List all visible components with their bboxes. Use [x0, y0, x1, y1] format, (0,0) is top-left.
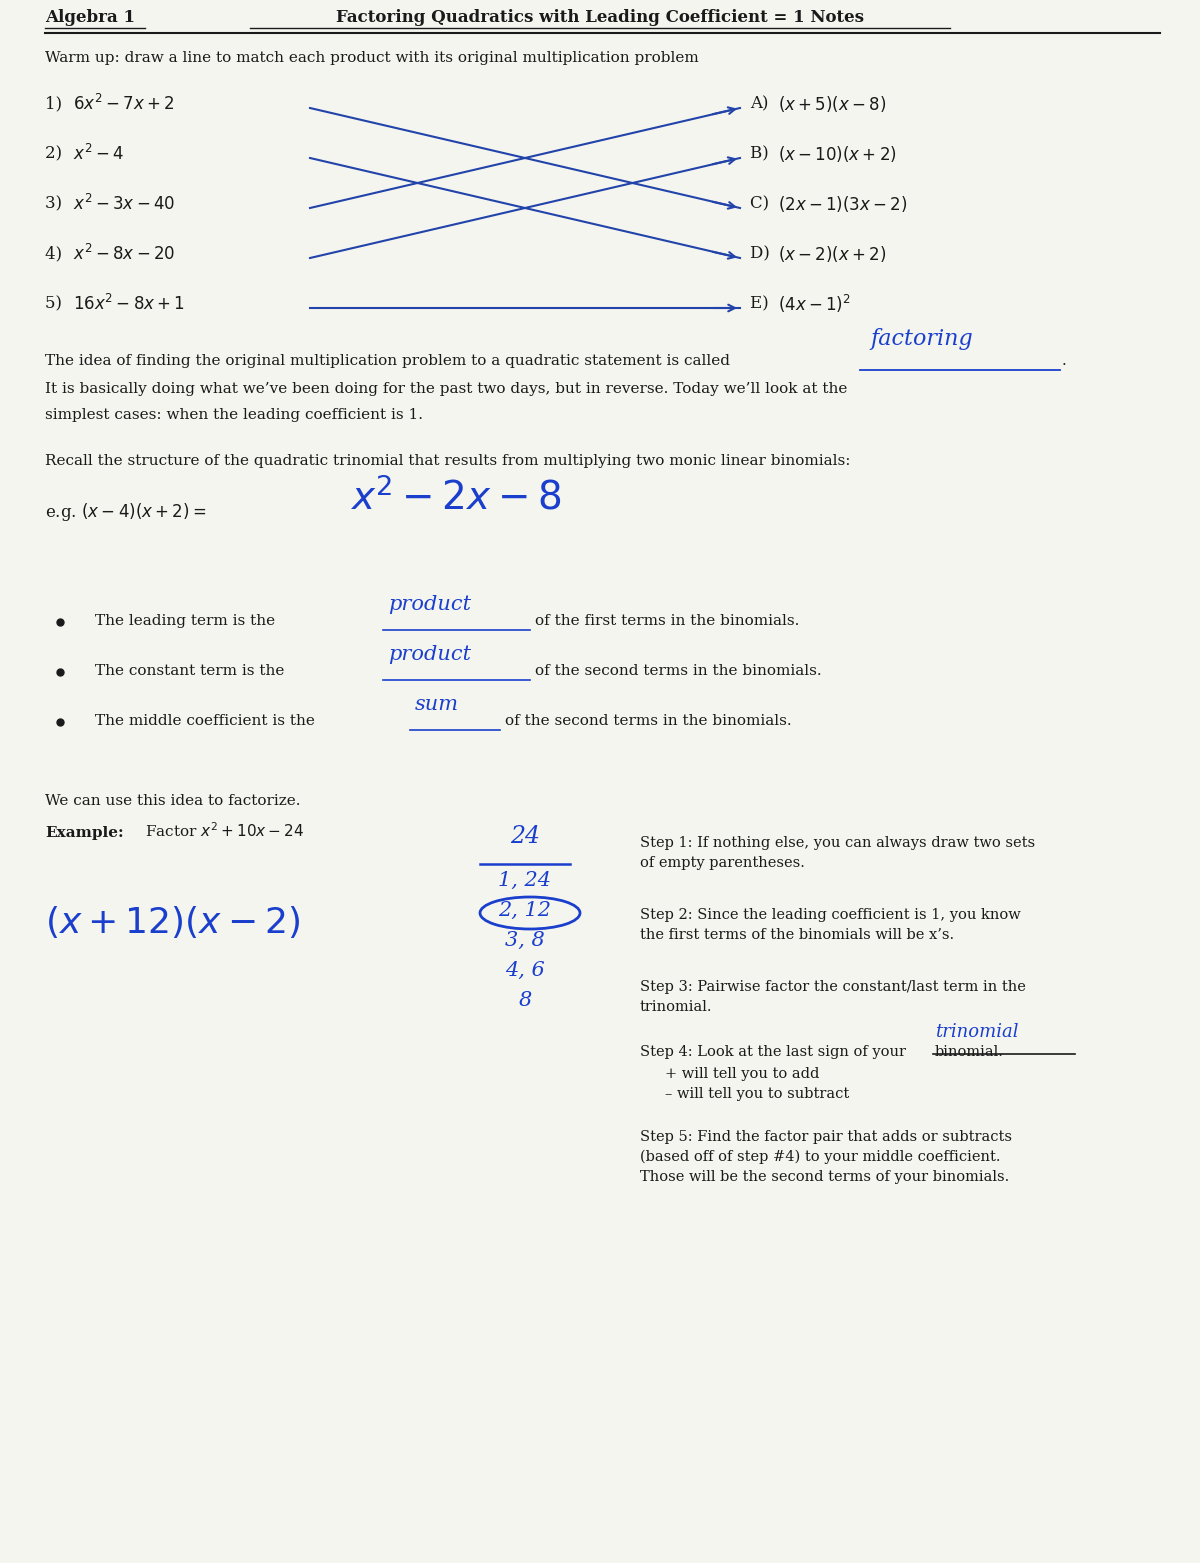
Text: $(4x-1)^2$: $(4x-1)^2$ [778, 292, 851, 316]
Text: 5): 5) [46, 295, 67, 313]
Text: 4, 6: 4, 6 [505, 961, 545, 980]
Text: Factoring Quadratics with Leading Coefficient = 1 Notes: Factoring Quadratics with Leading Coeffi… [336, 9, 864, 27]
Text: $(x-10)(x+2)$: $(x-10)(x+2)$ [778, 144, 896, 164]
Text: 3, 8: 3, 8 [505, 932, 545, 950]
Text: + will tell you to add: + will tell you to add [665, 1068, 820, 1082]
Text: $(x-2)(x+2)$: $(x-2)(x+2)$ [778, 244, 886, 264]
Text: Step 4: Look at the last sign of your: Step 4: Look at the last sign of your [640, 1046, 906, 1060]
Text: Step 5: Find the factor pair that adds or subtracts: Step 5: Find the factor pair that adds o… [640, 1130, 1012, 1144]
Text: 24: 24 [510, 825, 540, 849]
Text: e.g. $(x-4)(x+2)=$: e.g. $(x-4)(x+2)=$ [46, 502, 206, 524]
Text: trinomial: trinomial [935, 1024, 1019, 1041]
Text: $16x^2-8x+1$: $16x^2-8x+1$ [73, 294, 185, 314]
Text: product: product [388, 596, 470, 614]
Text: The leading term is the: The leading term is the [95, 614, 275, 628]
Text: Step 3: Pairwise factor the constant/last term in the: Step 3: Pairwise factor the constant/las… [640, 980, 1026, 994]
Text: Step 2: Since the leading coefficient is 1, you know: Step 2: Since the leading coefficient is… [640, 908, 1021, 922]
Text: C): C) [750, 195, 774, 213]
Text: $x^2-8x-20$: $x^2-8x-20$ [73, 244, 175, 264]
Text: 4): 4) [46, 245, 67, 263]
Text: D): D) [750, 245, 775, 263]
Text: 1): 1) [46, 95, 67, 113]
Text: product: product [388, 646, 470, 664]
Text: Algebra 1: Algebra 1 [46, 9, 134, 27]
Text: Those will be the second terms of your binomials.: Those will be the second terms of your b… [640, 1171, 1009, 1185]
Text: of the second terms in the binomials.: of the second terms in the binomials. [535, 664, 822, 678]
Text: factoring: factoring [870, 328, 973, 350]
Text: the first terms of the binomials will be x’s.: the first terms of the binomials will be… [640, 928, 954, 942]
Text: trinomial.: trinomial. [640, 1000, 713, 1014]
Text: $x^2-4$: $x^2-4$ [73, 144, 124, 164]
Text: $x^2 - 2x - 8$: $x^2 - 2x - 8$ [350, 478, 562, 517]
Text: The constant term is the: The constant term is the [95, 664, 284, 678]
Text: binomial.: binomial. [935, 1046, 1004, 1060]
Text: simplest cases: when the leading coefficient is 1.: simplest cases: when the leading coeffic… [46, 408, 424, 422]
Text: 8: 8 [518, 991, 532, 1010]
Text: Step 1: If nothing else, you can always draw two sets: Step 1: If nothing else, you can always … [640, 836, 1036, 850]
Text: It is basically doing what we’ve been doing for the past two days, but in revers: It is basically doing what we’ve been do… [46, 381, 847, 395]
Text: of the first terms in the binomials.: of the first terms in the binomials. [535, 614, 799, 628]
Text: sum: sum [415, 696, 458, 714]
Text: The idea of finding the original multiplication problem to a quadratic statement: The idea of finding the original multipl… [46, 353, 730, 367]
Text: Factor $x^2+10x-24$: Factor $x^2+10x-24$ [145, 821, 304, 839]
Text: 3): 3) [46, 195, 67, 213]
Text: – will tell you to subtract: – will tell you to subtract [665, 1086, 850, 1100]
Text: The middle coefficient is the: The middle coefficient is the [95, 714, 314, 728]
Text: $6x^2-7x+2$: $6x^2-7x+2$ [73, 94, 174, 114]
Text: 2): 2) [46, 145, 67, 163]
Text: .: . [1062, 353, 1067, 367]
Text: B): B) [750, 145, 774, 163]
Text: 1, 24: 1, 24 [498, 871, 552, 889]
Text: (based off of step #4) to your middle coefficient.: (based off of step #4) to your middle co… [640, 1150, 1001, 1164]
Text: $(x+12)(x-2)$: $(x+12)(x-2)$ [46, 903, 301, 939]
Text: of the second terms in the binomials.: of the second terms in the binomials. [505, 714, 792, 728]
Text: Recall the structure of the quadratic trinomial that results from multiplying tw: Recall the structure of the quadratic tr… [46, 453, 851, 467]
Text: of empty parentheses.: of empty parentheses. [640, 857, 805, 871]
Text: $(x+5)(x-8)$: $(x+5)(x-8)$ [778, 94, 886, 114]
Text: $(2x-1)(3x-2)$: $(2x-1)(3x-2)$ [778, 194, 907, 214]
Text: Example:: Example: [46, 825, 124, 839]
Text: A): A) [750, 95, 774, 113]
Text: Warm up: draw a line to match each product with its original multiplication prob: Warm up: draw a line to match each produ… [46, 52, 698, 66]
Text: $x^2-3x-40$: $x^2-3x-40$ [73, 194, 175, 214]
Text: E): E) [750, 295, 774, 313]
Text: 2, 12: 2, 12 [498, 900, 552, 921]
Text: We can use this idea to factorize.: We can use this idea to factorize. [46, 794, 300, 808]
